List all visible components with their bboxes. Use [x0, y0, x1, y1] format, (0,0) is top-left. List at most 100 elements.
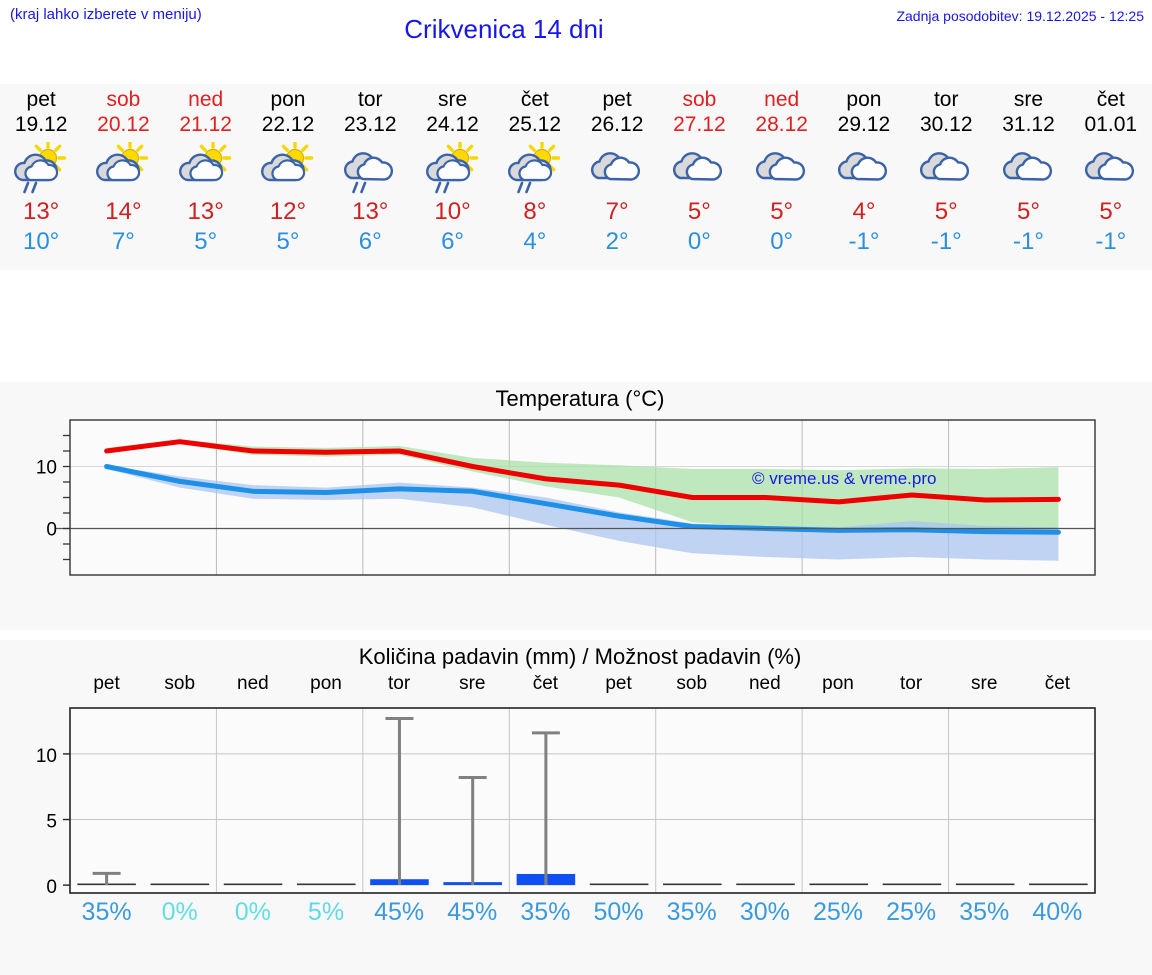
day-name: ned [188, 88, 224, 111]
temperature-chart-title: Temperatura (°C) [495, 386, 665, 411]
precipitation-day-label: čet [1044, 673, 1071, 694]
temperature-max: 8° [523, 198, 547, 225]
temperature-min: 5° [276, 228, 300, 255]
temperature-min: 7° [111, 228, 135, 255]
cloud-rain-icon [344, 152, 394, 194]
day-date: 21.12 [179, 113, 232, 136]
day-column[interactable]: pet 26.12 7° 2° [576, 84, 658, 270]
day-column[interactable]: pet 19.12 13° 10° [0, 84, 82, 270]
day-date: 20.12 [97, 113, 150, 136]
temperature-min: -1° [930, 228, 962, 255]
temperature-min: -1° [848, 228, 880, 255]
temperature-max: 5° [770, 198, 794, 225]
day-date: 31.12 [1002, 113, 1055, 136]
cloud-icon [673, 152, 723, 181]
day-column[interactable]: tor 30.12 5° -1° [905, 84, 987, 270]
precipitation-day-label: sre [459, 673, 486, 694]
day-column[interactable]: ned 28.12 5° 0° [741, 84, 823, 270]
temperature-min: 6° [441, 228, 465, 255]
day-name: ned [764, 88, 800, 111]
weather-icon-wrapper [658, 139, 740, 197]
precipitation-probability-label: 30% [739, 898, 790, 926]
precipitation-day-label: sob [164, 673, 196, 694]
day-column[interactable]: sob 20.12 14° 7° [82, 84, 164, 270]
cloud-icon [920, 152, 970, 181]
cloud-icon [837, 152, 887, 181]
day-name: tor [933, 88, 959, 111]
temperature-y-tick-label: 10 [36, 458, 57, 479]
precipitation-bar [150, 883, 210, 886]
cloud-icon [1002, 152, 1052, 181]
weather-icon-wrapper [741, 139, 823, 197]
precipitation-y-tick-label: 0 [46, 877, 57, 898]
weather-icon-wrapper [494, 139, 576, 197]
weather-icon-wrapper [576, 139, 658, 197]
sun-cloud-icon [96, 142, 149, 182]
day-column[interactable]: čet 25.12 8° 4° [494, 84, 576, 270]
precipitation-bar [663, 883, 722, 886]
day-name: pon [846, 88, 882, 111]
weather-icon-wrapper [329, 139, 411, 197]
day-column[interactable]: pon 29.12 4° -1° [823, 84, 905, 270]
weather-icon-wrapper [247, 139, 329, 197]
daily-forecast-strip: pet 19.12 13° 10° sob 20.12 14° 7° ned 21.12 13° 5°… [0, 84, 1152, 270]
day-column[interactable]: sob 27.12 5° 0° [658, 84, 740, 270]
temperature-max: 13° [352, 198, 389, 225]
temperature-max: 12° [269, 198, 307, 225]
day-column[interactable]: ned 21.12 13° 5° [165, 84, 247, 270]
day-name: sre [437, 88, 468, 111]
day-date: 29.12 [837, 113, 891, 136]
precipitation-y-tick-label: 5 [46, 812, 57, 833]
temperature-max: 10° [434, 198, 471, 225]
precipitation-probability-label: 25% [886, 898, 937, 926]
precipitation-probability-label: 35% [666, 898, 717, 926]
page-header: (kraj lahko izberete v meniju) Crikvenic… [0, 0, 1152, 58]
day-date: 22.12 [261, 113, 315, 136]
temperature-min: 5° [194, 228, 218, 255]
day-date: 27.12 [673, 113, 726, 136]
temperature-min: -1° [1095, 228, 1127, 255]
precipitation-probability-label: 0% [234, 898, 271, 926]
precipitation-probability-label: 45% [447, 898, 498, 926]
day-column[interactable]: pon 22.12 12° 5° [247, 84, 329, 270]
precipitation-day-label: pon [310, 673, 342, 694]
temperature-chart-panel: Temperatura (°C) 10 0 © vreme.us & vreme.… [0, 382, 1152, 630]
weather-icon-wrapper [987, 139, 1069, 197]
precipitation-day-label: sre [971, 673, 998, 694]
temperature-max: 5° [934, 198, 958, 225]
cloud-icon [755, 152, 805, 181]
temperature-max: 13° [187, 198, 224, 225]
precipitation-probability-label: 5% [307, 898, 345, 926]
weather-icon-wrapper [0, 139, 82, 197]
precipitation-day-label: tor [900, 673, 923, 694]
day-name: pet [26, 88, 56, 111]
day-column[interactable]: sre 24.12 10° 6° [411, 84, 493, 270]
day-name: pet [602, 88, 632, 111]
day-column[interactable]: čet 01.01 5° -1° [1070, 84, 1152, 270]
temperature-max: 5° [1099, 198, 1123, 225]
temperature-max: 14° [105, 198, 142, 225]
temperature-min: 6° [358, 228, 382, 255]
day-name: čet [520, 88, 549, 111]
sun-cloud-rain-icon [14, 142, 67, 194]
precipitation-bar [589, 883, 649, 886]
precipitation-day-label: tor [388, 673, 411, 694]
weather-icon-wrapper [905, 139, 987, 197]
precipitation-bar [223, 883, 283, 886]
temperature-min: 0° [687, 228, 711, 255]
temperature-min: 2° [605, 228, 629, 255]
sun-cloud-rain-icon [507, 142, 561, 194]
day-name: sob [106, 88, 141, 111]
precipitation-chart-svg: 0 5 10 [36, 707, 1096, 898]
precipitation-probability-label: 50% [593, 898, 644, 926]
temperature-min: -1° [1013, 228, 1044, 255]
day-date: 30.12 [919, 113, 973, 136]
day-column[interactable]: sre 31.12 5° -1° [987, 84, 1069, 270]
day-column[interactable]: tor 23.12 13° 6° [329, 84, 411, 270]
day-date: 19.12 [14, 113, 68, 136]
temperature-min: 0° [770, 228, 794, 255]
weather-icon-wrapper [165, 139, 247, 197]
precipitation-chart-panel: Količina padavin (mm) / Možnost padavin … [0, 640, 1152, 975]
precipitation-bar [296, 883, 356, 886]
day-date: 26.12 [590, 113, 644, 136]
